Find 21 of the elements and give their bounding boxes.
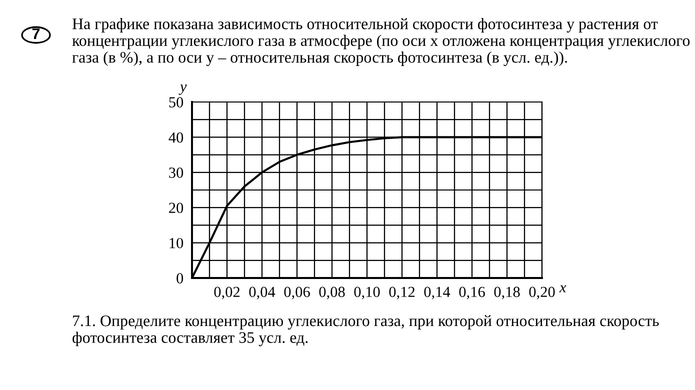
x-tick-label: 0,02 [214,286,240,300]
y-axis-title: y [178,84,187,95]
text: 7 [32,28,40,39]
x-tick-label: 0,06 [284,286,310,300]
x-tick-label: 0,20 [529,286,555,300]
chart-title: На графике показана зависимость относительной скорости фотосинтеза у растения от концентрации углекислого газа в атмосфере (по оси x отложена концентрация углекислого газа (в %), а по оси y – относительная скорость фотосинтеза (в усл. ед.)). [72,18,690,66]
x-tick-label: 0,04 [249,286,276,300]
text: 7.1. Определите концентрацию углекислого газа, при которой относительная скорость фотосинтеза составляет 35 усл. ед. [72,315,659,346]
x-tick-label: 0,16 [459,286,485,300]
y-tick-label: 30 [169,168,184,178]
y-tick-label: 40 [168,132,184,143]
y-tick-label: 0 [176,273,184,284]
x-tick-label: 0,14 [424,286,450,300]
y-tick-label: 20 [169,202,184,214]
y-tick-label: 50 [169,97,184,108]
x-tick-label: 0,18 [494,286,520,300]
x-tick-label: 0,10 [354,286,380,300]
x-axis-title: x [559,285,566,292]
y-tick-label: 10 [170,238,184,248]
x-tick-label: 0,08 [319,286,345,300]
x-tick-label: 0,12 [389,286,415,300]
